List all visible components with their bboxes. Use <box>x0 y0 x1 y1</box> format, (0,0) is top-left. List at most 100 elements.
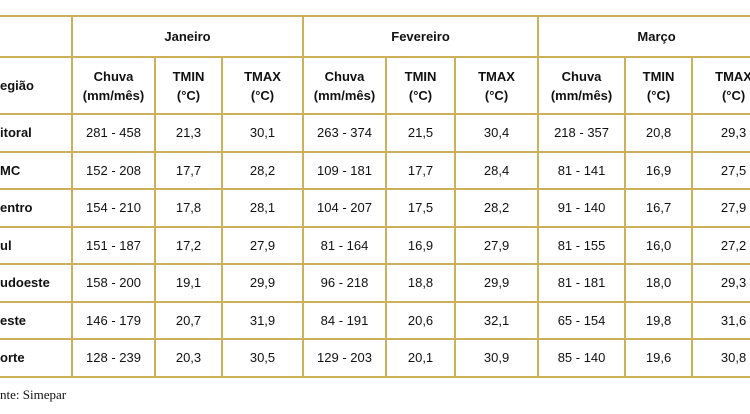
region-cell: ul <box>0 225 73 265</box>
value-cell: 30,8 <box>691 338 750 378</box>
header-line: TMAX <box>478 68 515 84</box>
header-line: TMAX <box>715 68 750 84</box>
value-cell: 281 - 458 <box>71 113 156 153</box>
value-cell: 30,4 <box>454 113 540 153</box>
month-header: Fevereiro <box>302 15 540 58</box>
value-cell: 20,1 <box>385 338 457 378</box>
value-cell: 27,9 <box>691 188 750 228</box>
value-cell: 151 - 187 <box>71 225 156 265</box>
value-cell: 263 - 374 <box>302 113 388 153</box>
value-cell: 27,9 <box>454 225 540 265</box>
data-row: ul 151 - 187 17,2 27,9 81 - 164 16,9 27,9 81 - … <box>0 225 750 265</box>
header-line: TMIN <box>172 68 205 84</box>
data-row: udoeste 158 - 200 19,1 29,9 96 - 218 18,8 29,9… <box>0 263 750 303</box>
value-cell: 152 - 208 <box>71 150 156 190</box>
header-line: (°C) <box>646 87 671 103</box>
region-cell: entro <box>0 188 73 228</box>
value-cell: 20,3 <box>154 338 223 378</box>
value-cell: 109 - 181 <box>302 150 388 190</box>
header-line: TMIN <box>404 68 437 84</box>
header-line: (mm/mês) <box>82 87 145 103</box>
value-cell: 20,7 <box>154 300 223 340</box>
value-cell: 16,0 <box>624 225 694 265</box>
data-row: orte 128 - 239 20,3 30,5 129 - 203 20,1 30,9 85… <box>0 338 750 378</box>
column-header: Chuva (mm/mês) <box>302 56 388 115</box>
data-row: itoral 281 - 458 21,3 30,1 263 - 374 21,5 30,4… <box>0 113 750 153</box>
month-header: Janeiro <box>70 15 305 58</box>
region-cell: udoeste <box>0 263 73 303</box>
value-cell: 21,5 <box>385 113 457 153</box>
value-cell: 218 - 357 <box>537 113 627 153</box>
value-cell: 21,3 <box>154 113 223 153</box>
column-header: TMIN (°C) <box>624 56 694 115</box>
table-body: Janeiro Fevereiro Março egião Chuva (mm/mês) T… <box>0 15 750 378</box>
value-cell: 29,3 <box>691 113 750 153</box>
column-header: TMIN (°C) <box>154 56 223 115</box>
header-row: Janeiro Fevereiro Março <box>0 15 750 58</box>
value-cell: 27,9 <box>220 225 305 265</box>
climate-table: Janeiro Fevereiro Março egião Chuva (mm/mês) T… <box>0 15 750 378</box>
value-cell: 17,7 <box>385 150 457 190</box>
source-note: nte: Simepar <box>0 387 67 402</box>
value-cell: 27,5 <box>691 150 750 190</box>
value-cell: 28,1 <box>220 188 305 228</box>
header-line: (°C) <box>721 87 746 103</box>
month-header: Março <box>537 15 750 58</box>
column-header: TMAX (°C) <box>220 56 305 115</box>
data-row: MC 152 - 208 17,7 28,2 109 - 181 17,7 28,4 81 -… <box>0 150 750 190</box>
header-line: (°C) <box>484 87 509 103</box>
value-cell: 16,9 <box>624 150 694 190</box>
region-cell: itoral <box>0 113 73 153</box>
value-cell: 65 - 154 <box>537 300 627 340</box>
region-header: egião <box>0 56 73 115</box>
value-cell: 146 - 179 <box>71 300 156 340</box>
header-line: Chuva <box>561 68 602 84</box>
header-line: (mm/mês) <box>313 87 376 103</box>
region-cell: este <box>0 300 73 340</box>
column-header: Chuva (mm/mês) <box>71 56 156 115</box>
column-header: Chuva (mm/mês) <box>537 56 627 115</box>
value-cell: 28,2 <box>454 188 540 228</box>
header-line: (°C) <box>176 87 201 103</box>
value-cell: 29,3 <box>691 263 750 303</box>
data-row: este 146 - 179 20,7 31,9 84 - 191 20,6 32,1 65 … <box>0 300 750 340</box>
value-cell: 85 - 140 <box>537 338 627 378</box>
column-header: TMAX (°C) <box>454 56 540 115</box>
value-cell: 28,4 <box>454 150 540 190</box>
value-cell: 20,6 <box>385 300 457 340</box>
value-cell: 104 - 207 <box>302 188 388 228</box>
value-cell: 81 - 164 <box>302 225 388 265</box>
data-row: entro 154 - 210 17,8 28,1 104 - 207 17,5 28,2 9… <box>0 188 750 228</box>
value-cell: 128 - 239 <box>71 338 156 378</box>
column-header: TMIN (°C) <box>385 56 457 115</box>
header-line: TMIN <box>642 68 675 84</box>
value-cell: 81 - 181 <box>537 263 627 303</box>
value-cell: 29,9 <box>454 263 540 303</box>
value-cell: 28,2 <box>220 150 305 190</box>
value-cell: 16,7 <box>624 188 694 228</box>
value-cell: 91 - 140 <box>537 188 627 228</box>
region-cell: orte <box>0 338 73 378</box>
header-line: TMAX <box>244 68 281 84</box>
value-cell: 19,8 <box>624 300 694 340</box>
column-header: TMAX (°C) <box>691 56 750 115</box>
value-cell: 16,9 <box>385 225 457 265</box>
value-cell: 81 - 141 <box>537 150 627 190</box>
value-cell: 30,5 <box>220 338 305 378</box>
header-line: Chuva <box>324 68 365 84</box>
subheader-row: egião Chuva (mm/mês) TMIN (°C) TMAX (°C) Chuva (… <box>0 56 750 115</box>
value-cell: 30,1 <box>220 113 305 153</box>
value-cell: 27,2 <box>691 225 750 265</box>
value-cell: 96 - 218 <box>302 263 388 303</box>
header-line: (°C) <box>408 87 433 103</box>
header-line: (mm/mês) <box>550 87 613 103</box>
value-cell: 129 - 203 <box>302 338 388 378</box>
value-cell: 17,7 <box>154 150 223 190</box>
header-line: Chuva <box>93 68 134 84</box>
value-cell: 18,8 <box>385 263 457 303</box>
corner-cell <box>0 15 73 58</box>
value-cell: 32,1 <box>454 300 540 340</box>
value-cell: 154 - 210 <box>71 188 156 228</box>
value-cell: 84 - 191 <box>302 300 388 340</box>
